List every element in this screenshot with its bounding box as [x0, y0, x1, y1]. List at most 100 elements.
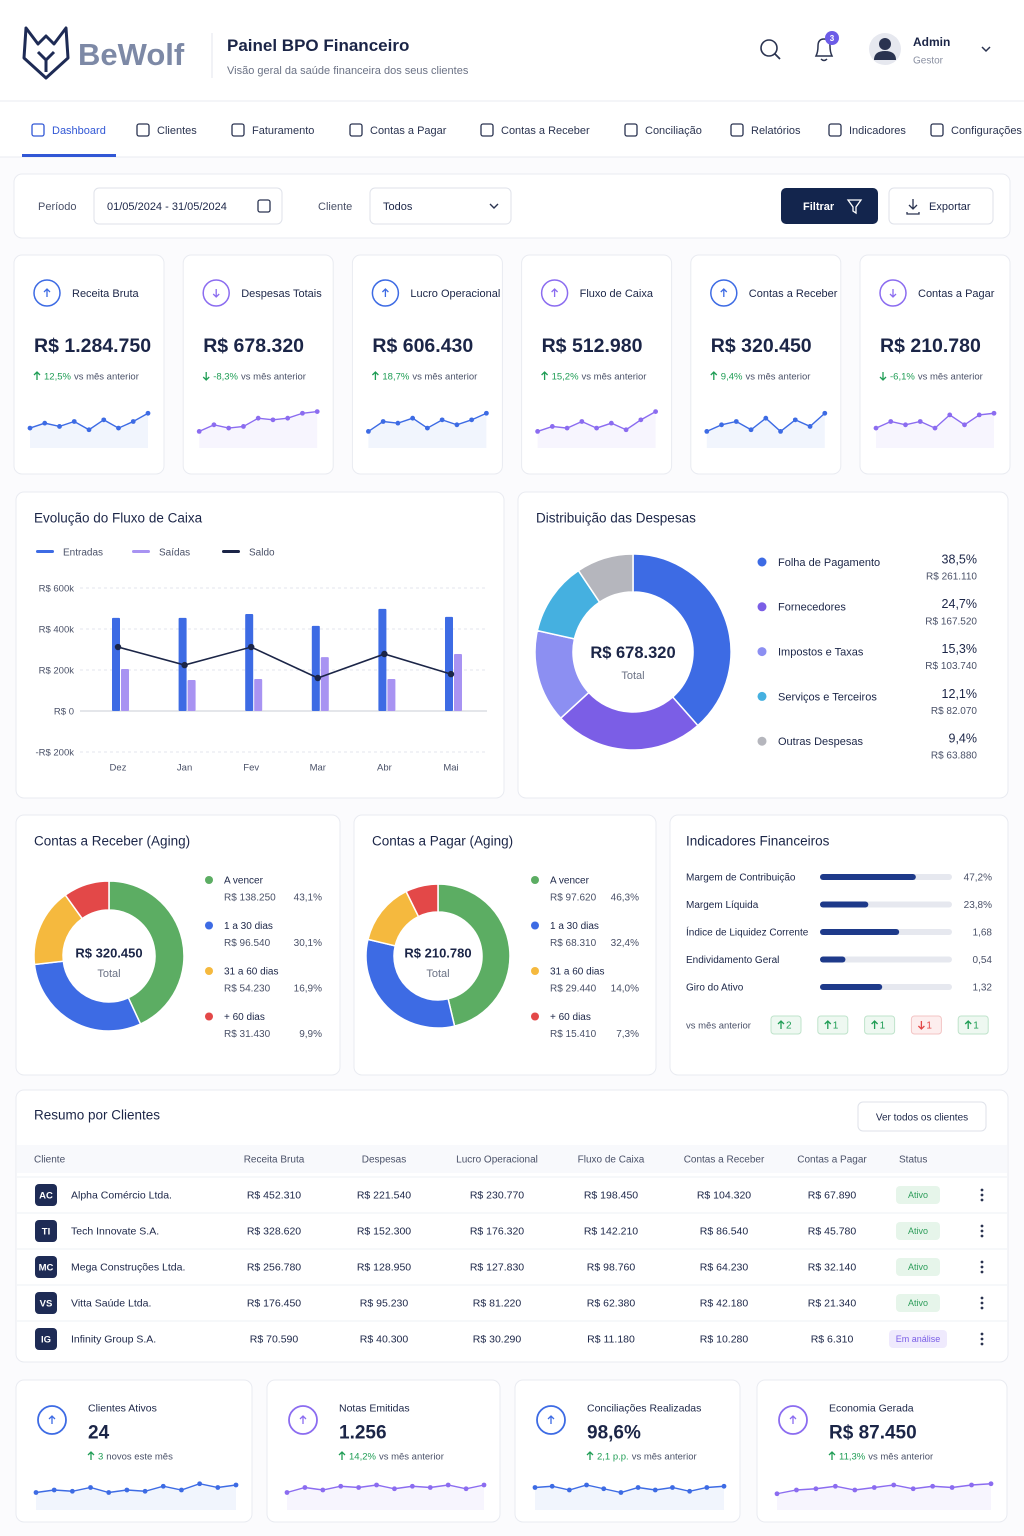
export-button[interactable]	[888, 187, 994, 225]
row-menu-dot[interactable]	[980, 1193, 984, 1197]
sparkline-point	[197, 1481, 203, 1487]
calendar-icon	[257, 199, 271, 213]
row-menu-dot[interactable]	[980, 1229, 984, 1233]
legend-dot	[531, 967, 539, 975]
export-button-label[interactable]: Exportar	[929, 201, 971, 213]
brand: BeWolf	[78, 37, 185, 72]
view-all-label[interactable]: Ver todos os clientes	[876, 1113, 968, 1124]
table-cell: R$ 104.320	[697, 1190, 751, 1202]
bar	[112, 617, 120, 711]
nav-icon	[930, 123, 944, 137]
sparkline-point	[822, 410, 828, 416]
legend-percent: 32,4%	[611, 938, 639, 949]
status-label: Ativo	[908, 1190, 928, 1200]
sparkline-point	[653, 409, 658, 414]
sparkline-point	[302, 1485, 308, 1490]
sparkline-point	[608, 420, 614, 426]
sparkline-point	[427, 1485, 433, 1490]
sparkline-point	[270, 417, 276, 423]
nav-link[interactable]: Contas a Receber	[501, 125, 590, 137]
change-badge	[817, 1015, 849, 1035]
change-badge	[770, 1015, 802, 1035]
sparkline-point	[86, 427, 92, 433]
nav-icon	[828, 123, 842, 137]
row-menu-dot[interactable]	[980, 1188, 984, 1192]
stat-icon	[288, 1405, 318, 1435]
nav-link[interactable]: Relatórios	[751, 125, 801, 137]
legend-amount: R$ 54.230	[224, 984, 271, 995]
legend-amount: R$ 29.440	[550, 984, 597, 995]
table-cell: R$ 86.540	[700, 1226, 749, 1238]
indicator-bar	[820, 901, 869, 908]
bell-icon[interactable]	[814, 38, 834, 62]
chart-title: Indicadores Financeiros	[686, 834, 830, 849]
sparkline-area	[777, 1483, 991, 1510]
legend-amount: R$ 138.250	[224, 893, 276, 904]
row-menu-dot[interactable]	[980, 1332, 984, 1336]
legend-label: A vencer	[550, 876, 590, 887]
bar	[311, 625, 320, 711]
view-all-button[interactable]	[857, 1101, 987, 1132]
row-menu-dot[interactable]	[980, 1265, 984, 1269]
donut-segment	[108, 880, 185, 1026]
sparkline-point	[445, 1482, 451, 1488]
sparkline-point	[255, 415, 261, 421]
stat-value: 1.256	[339, 1423, 387, 1444]
nav-link[interactable]: Configurações	[951, 125, 1022, 137]
nav-link[interactable]: Contas a Pagar	[370, 125, 447, 137]
date-input[interactable]	[93, 187, 283, 225]
row-menu-dot[interactable]	[980, 1270, 984, 1274]
row-menu-dot[interactable]	[980, 1260, 984, 1264]
table-cell: R$ 62.380	[587, 1298, 636, 1310]
nav-link[interactable]: Faturamento	[252, 125, 314, 137]
sparkline-point	[873, 425, 879, 431]
sparkline-point	[211, 422, 217, 428]
trend-arrow	[541, 371, 549, 380]
trend-arrow	[720, 288, 728, 297]
legend-dot	[205, 921, 213, 930]
table-cell: R$ 40.300	[360, 1334, 409, 1346]
user-menu-chevron[interactable]	[981, 46, 991, 53]
client-avatar	[35, 1292, 57, 1314]
row-menu-dot[interactable]	[980, 1234, 984, 1238]
kpi-value: R$ 512.980	[542, 335, 643, 357]
kpi-change: 12,5%	[44, 371, 71, 382]
column-header: Contas a Receber	[684, 1155, 765, 1166]
table-cell: R$ 142.210	[584, 1226, 638, 1238]
filter-button[interactable]	[781, 188, 878, 224]
row-menu-dot[interactable]	[980, 1337, 984, 1341]
row-menu-dot[interactable]	[980, 1306, 984, 1310]
row-menu-dot[interactable]	[980, 1224, 984, 1228]
legend-percent: 7,3%	[616, 1029, 639, 1040]
sparkline-area	[368, 413, 487, 448]
donut-total-label: Total	[426, 968, 449, 980]
row-menu-dot[interactable]	[980, 1342, 984, 1346]
nav-link[interactable]: Clientes	[157, 125, 197, 137]
nav-link[interactable]: Conciliação	[645, 125, 702, 137]
sparkline-point	[374, 1482, 379, 1488]
sparkline-point	[601, 1486, 607, 1492]
donut-segment	[405, 883, 439, 918]
row-menu-dot[interactable]	[980, 1296, 984, 1300]
nav-link[interactable]: Indicadores	[849, 125, 906, 137]
indicator-name: Giro do Ativo	[686, 983, 744, 994]
select-value: Todos	[383, 201, 413, 213]
client-initials: VS	[40, 1298, 53, 1309]
row-menu-dot[interactable]	[980, 1301, 984, 1305]
search-icon[interactable]	[760, 39, 778, 57]
legend-amount: R$ 68.310	[550, 938, 597, 949]
nav-link[interactable]: Dashboard	[52, 125, 106, 137]
legend-label: Outras Despesas	[778, 736, 863, 748]
trend-arrow	[871, 1020, 879, 1029]
legend-label: Entradas	[63, 548, 103, 559]
sparkline-point	[356, 1485, 362, 1490]
sparkline-point	[320, 1487, 326, 1493]
filter-button-label[interactable]: Filtrar	[803, 201, 835, 213]
legend-dot	[757, 736, 767, 746]
client-select[interactable]	[369, 187, 512, 225]
table-cell: R$ 42.180	[700, 1298, 749, 1310]
table-cell: R$ 10.280	[700, 1334, 749, 1346]
legend-percent: 9,4%	[949, 732, 978, 746]
row-menu-dot[interactable]	[980, 1198, 984, 1202]
donut-total-label: Total	[97, 968, 120, 980]
